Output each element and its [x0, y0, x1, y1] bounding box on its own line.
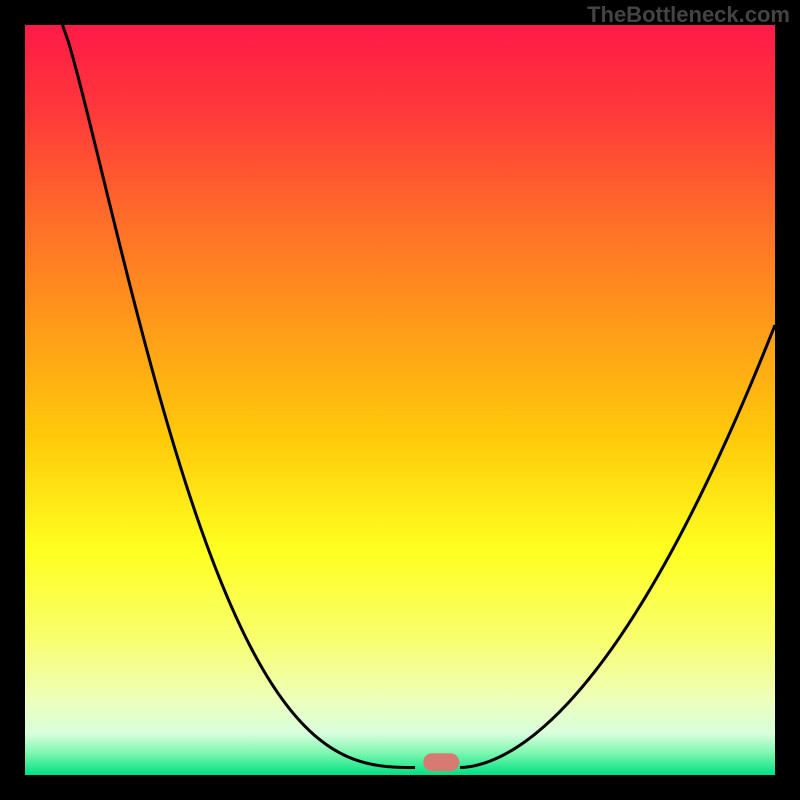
source-caption: TheBottleneck.com — [587, 2, 790, 28]
chart-frame: TheBottleneck.com — [0, 0, 800, 800]
optimal-marker — [423, 753, 459, 771]
gradient-background — [25, 25, 775, 775]
bottleneck-chart — [0, 0, 800, 800]
